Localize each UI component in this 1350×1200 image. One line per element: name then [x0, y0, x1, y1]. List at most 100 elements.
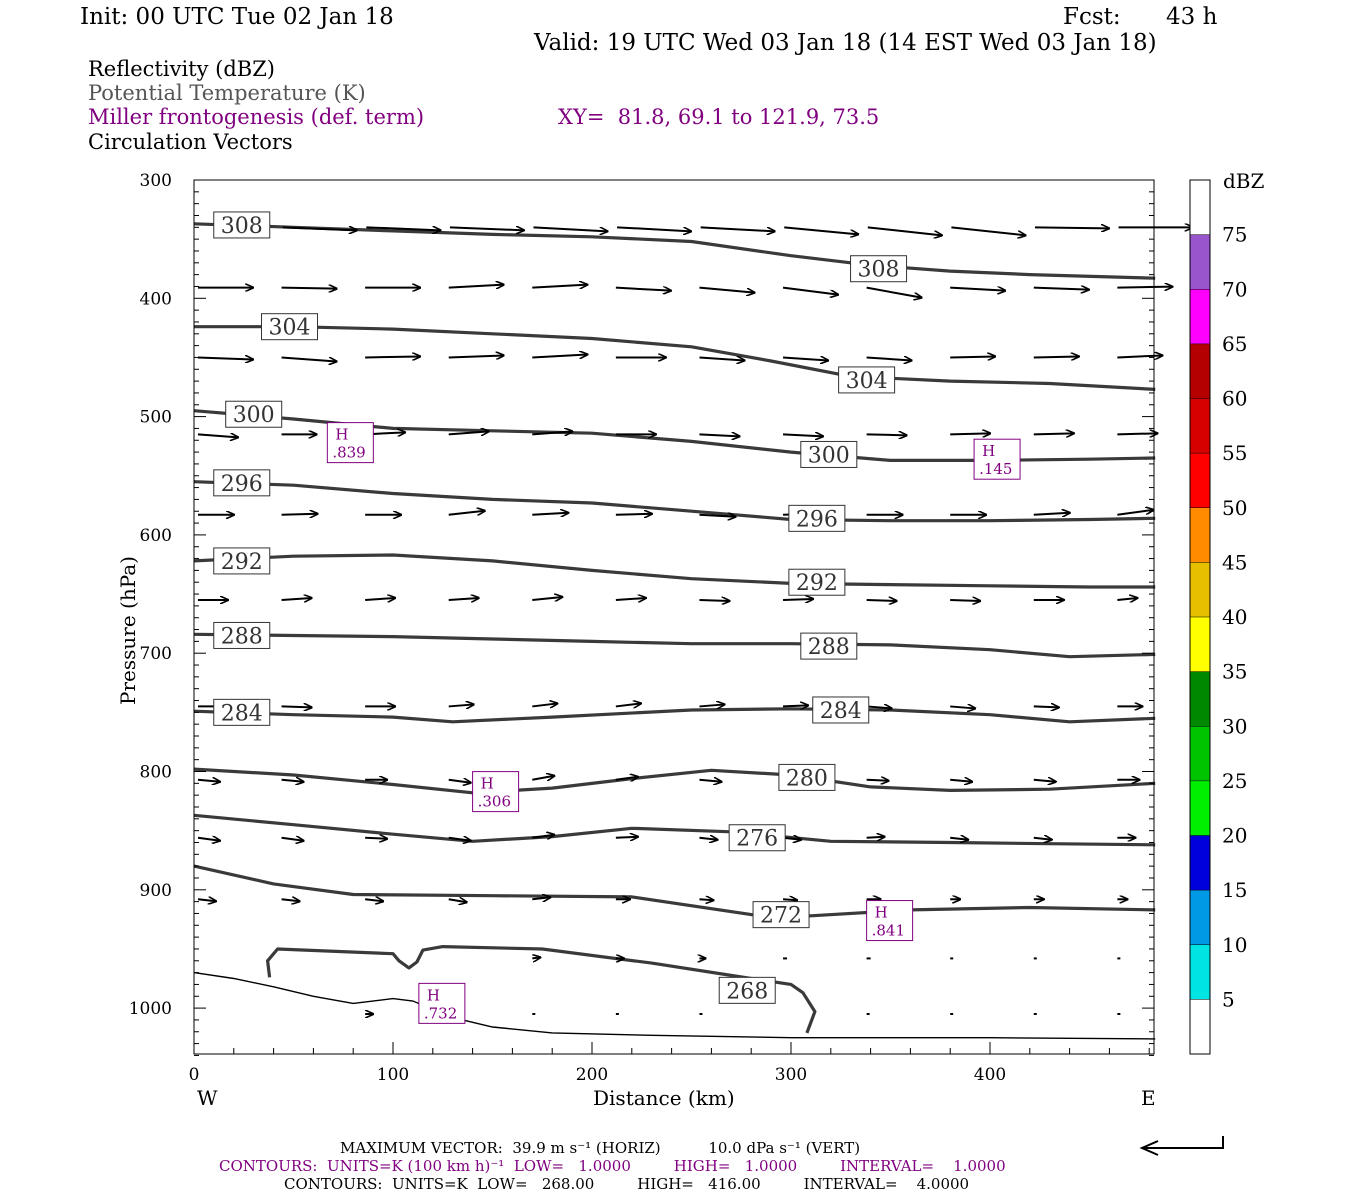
theta-contour-288 [193, 632, 1156, 659]
legend-swatch [1190, 890, 1210, 945]
max-vector-note: MAXIMUM VECTOR: 39.9 m s⁻¹ (HORIZ) 10.0 … [340, 1139, 861, 1157]
contour-label-box [213, 469, 271, 497]
legend-swatch [1190, 726, 1210, 781]
circulation-vector [1117, 355, 1162, 357]
circulation-vector [866, 600, 897, 601]
legend-unit: dBZ [1223, 169, 1265, 193]
contour-label-box [752, 901, 810, 929]
circulation-vector [950, 356, 995, 357]
frontogenesis-max-box [973, 438, 1021, 480]
circulation-vector [532, 431, 572, 434]
circulation-vector [866, 286, 922, 298]
legend-label: 30 [1222, 714, 1247, 738]
circulation-vector [866, 706, 892, 708]
terrain-line [193, 971, 1156, 1040]
circulation-vector [782, 286, 838, 295]
circulation-vector [281, 514, 318, 515]
circulation-vector [615, 837, 638, 838]
circulation-vector [532, 897, 550, 899]
field-theta: Potential Temperature (K) [88, 81, 366, 105]
circulation-vector [950, 838, 968, 840]
circulation-vector [866, 434, 907, 435]
forecast-hour: 43 h [1166, 4, 1218, 30]
legend-label: 75 [1222, 223, 1247, 247]
frontogenesis-max-value: .306 [478, 793, 511, 811]
circulation-vector [532, 513, 568, 515]
circulation-vector [784, 226, 858, 234]
circulation-vector [532, 835, 554, 838]
circulation-vector [532, 703, 557, 706]
circulation-vector [699, 600, 729, 601]
contour-label: 304 [846, 369, 888, 394]
theta-contour-292 [193, 553, 1156, 589]
legend-swatch [1190, 507, 1210, 563]
contour-label: 284 [820, 699, 862, 724]
frontogenesis-max-tag: H [335, 426, 348, 444]
circulation-vector [782, 434, 823, 436]
contour-label: 292 [221, 550, 263, 575]
legend-swatch [1190, 180, 1210, 235]
y-tick-label: 400 [140, 289, 172, 309]
circulation-vector [1117, 287, 1172, 288]
circulation-vector [281, 838, 304, 841]
frontogenesis-max-box [326, 422, 374, 464]
circulation-vector [699, 838, 717, 840]
circulation-vector [699, 286, 754, 293]
contour-label: 288 [221, 624, 263, 649]
plot-frame [193, 179, 1155, 1055]
circulation-vector [532, 597, 562, 600]
contour-label-box [213, 621, 271, 649]
contour-label-box [838, 366, 896, 394]
contour-label: 308 [221, 214, 263, 239]
circulation-vector [1117, 510, 1153, 516]
frontogenesis-max-box [866, 900, 914, 942]
legend-label: 10 [1222, 933, 1247, 957]
frontogenesis-max-tag: H [481, 775, 494, 793]
contour-label-box [718, 976, 776, 1004]
legend-swatch [1190, 671, 1210, 727]
circulation-vector [1033, 706, 1059, 707]
x-tick-label: 0 [189, 1065, 200, 1085]
contour-label: 276 [736, 827, 778, 852]
contour-label: 308 [858, 258, 900, 283]
circulation-vector [1033, 356, 1079, 357]
circulation-vector [281, 899, 300, 901]
legend-label: 60 [1222, 387, 1247, 411]
contour-label: 292 [796, 571, 838, 596]
legend-swatch [1190, 289, 1210, 344]
contours-frontogenesis-note: CONTOURS: UNITS=K (100 km h)⁻¹ LOW= 1.00… [219, 1157, 1006, 1175]
contour-label-box [778, 763, 836, 791]
circulation-vector [448, 704, 474, 706]
contours-theta-note: CONTOURS: UNITS=K LOW= 268.00 HIGH= 416.… [284, 1175, 970, 1193]
circulation-vector [782, 357, 828, 360]
valid-time: Valid: 19 UTC Wed 03 Jan 18 (14 EST Wed … [534, 30, 1157, 56]
legend-swatch [1190, 835, 1210, 891]
circulation-vector [950, 433, 990, 434]
legend-swatch [1190, 234, 1210, 290]
legend-label: 55 [1222, 441, 1247, 465]
circulation-vector [448, 899, 467, 902]
circulation-vector [532, 285, 587, 288]
contour-label-box [788, 504, 846, 532]
frontogenesis-max-value: .732 [424, 1004, 457, 1022]
circulation-vector [950, 780, 972, 782]
circulation-vector [281, 356, 337, 361]
contour-label: 296 [796, 507, 838, 532]
circulation-vector [449, 227, 524, 230]
circulation-vector [1117, 598, 1137, 600]
theta-contour-280 [193, 767, 1156, 795]
legend-swatch [1190, 999, 1210, 1054]
theta-contour-308 [193, 222, 1156, 280]
circulation-vector [699, 780, 721, 782]
contour-label: 300 [233, 403, 275, 428]
circulation-vector [699, 434, 739, 436]
circulation-vector [615, 288, 671, 291]
theta-contour-276 [193, 813, 1156, 847]
circulation-vector [950, 600, 980, 601]
contour-label: 272 [760, 904, 802, 929]
contour-label-box [225, 400, 283, 428]
legend-label: 35 [1222, 660, 1247, 684]
init-time: Init: 00 UTC Tue 02 Jan 18 [80, 4, 394, 30]
circulation-vector [448, 511, 485, 516]
